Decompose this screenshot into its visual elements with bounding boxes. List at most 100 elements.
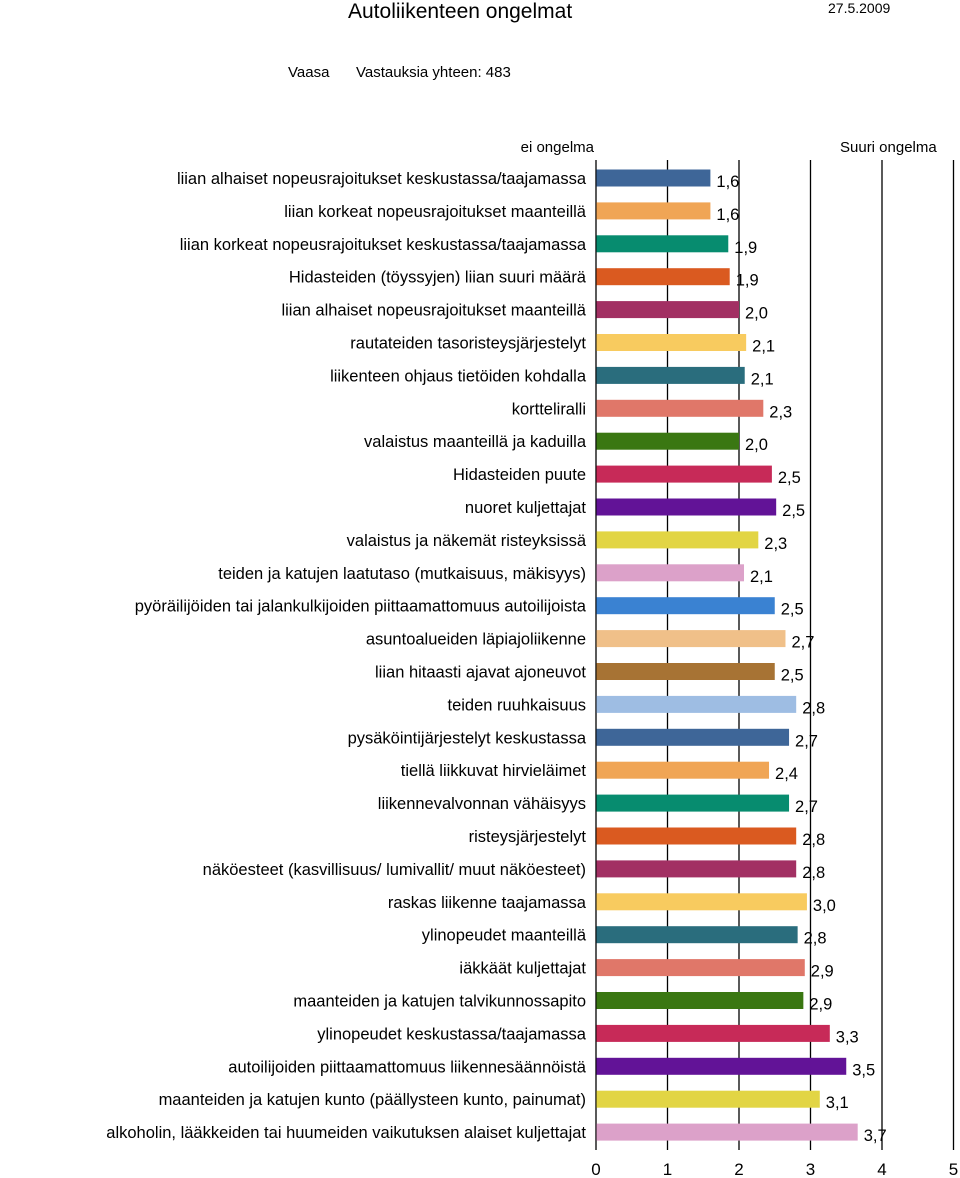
x-tick-label: 5 [949,1160,958,1178]
bar [596,630,786,648]
value-label: 2,8 [802,699,825,717]
category-label: tiellä liikkuvat hirvieläimet [401,762,587,780]
category-label: pysäköintijärjestelyt keskustassa [348,729,587,747]
category-label: liian alhaiset nopeusrajoitukset keskust… [177,170,587,188]
value-label: 2,1 [752,338,775,356]
value-label: 2,8 [802,864,825,882]
bar [596,334,747,351]
value-label: 2,4 [775,765,798,783]
value-label: 2,7 [791,634,814,652]
category-label: pyöräilijöiden tai jalankulkijoiden piit… [135,598,587,616]
bar [596,959,805,977]
bar [596,301,739,319]
category-label: ylinopeudet keskustassa/taajamassa [317,1025,587,1043]
scale-low-label: ei ongelma [520,139,594,156]
category-label: raskas liikenne taajamassa [388,894,587,912]
category-label: nuoret kuljettajat [465,499,586,517]
category-label: valaistus ja näkemät risteyksissä [347,532,587,550]
value-label: 2,5 [781,601,804,619]
value-label: 3,7 [864,1127,887,1145]
bar [596,235,729,253]
category-label: teiden ja katujen laatutaso (mutkaisuus,… [218,565,586,583]
bar [596,1057,847,1075]
category-label: liian hitaasti ajavat ajoneuvot [375,664,586,682]
category-label: liian korkeat nopeusrajoitukset keskusta… [180,236,587,254]
category-label: rautateiden tasoristeysjärjestelyt [350,335,586,353]
category-label: kortteliralli [512,400,586,418]
category-label: alkoholin, lääkkeiden tai huumeiden vaik… [106,1124,586,1142]
bar [596,1090,820,1108]
bar [596,794,790,812]
bar [596,1123,858,1141]
value-label: 2,5 [778,469,801,487]
bar [596,663,775,680]
bar [596,893,807,911]
bar [596,761,770,779]
value-label: 2,9 [811,963,834,981]
category-label: Hidasteiden puute [453,466,586,484]
x-tick-label: 4 [877,1160,886,1178]
category-label: ylinopeudet maanteillä [422,927,587,945]
value-label: 3,5 [852,1061,875,1079]
bar [596,992,804,1009]
bar [596,399,764,417]
bar [596,728,790,746]
bar [596,860,797,878]
x-tick-label: 0 [591,1160,600,1178]
value-label: 3,3 [836,1028,859,1046]
bar [596,366,745,384]
bar [596,531,759,549]
category-label: risteysjärjestelyt [469,828,587,846]
x-tick-label: 2 [734,1160,743,1178]
category-label: Hidasteiden (töyssyjen) liian suuri määr… [289,269,587,287]
scale-high-label: Suuri ongelma [840,139,937,156]
category-label: valaistus maanteillä ja kaduilla [364,433,587,451]
bar [596,498,777,516]
category-label: liikennevalvonnan vähäisyys [378,795,586,813]
category-label: maanteiden ja katujen talvikunnossapito [293,993,586,1011]
chart-title: Autoliikenteen ongelmat [348,0,573,23]
category-label: maanteiden ja katujen kunto (päällysteen… [159,1091,586,1109]
value-label: 1,6 [716,173,739,191]
bar [596,202,711,220]
category-label: asuntoalueiden läpiajoliikenne [366,631,586,649]
value-label: 2,9 [809,996,832,1014]
value-label: 3,1 [826,1094,849,1112]
category-label: autoilijoiden piittaamattomuus liikennes… [228,1058,587,1076]
value-label: 2,8 [804,930,827,948]
bar [596,827,797,845]
value-label: 2,1 [751,370,774,388]
value-label: 2,7 [795,732,818,750]
date-label: 27.5.2009 [828,0,891,16]
category-label: teiden ruuhkaisuus [447,696,586,714]
bar [596,432,739,450]
bar [596,564,745,582]
category-label: näköesteet (kasvillisuus/ lumivallit/ mu… [203,861,586,879]
bar [596,465,772,483]
value-label: 2,1 [750,568,773,586]
responses-label: Vastauksia yhteen: 483 [356,64,511,81]
value-label: 2,0 [745,436,768,454]
value-label: 2,5 [781,667,804,685]
value-label: 2,8 [802,831,825,849]
bar [596,268,730,286]
category-label: liian korkeat nopeusrajoitukset maanteil… [284,203,587,221]
value-label: 3,0 [813,897,836,915]
bar [596,926,798,944]
value-label: 1,9 [734,239,757,257]
value-label: 2,7 [795,798,818,816]
category-label: liikenteen ohjaus tietöiden kohdalla [330,367,587,385]
value-label: 1,6 [716,206,739,224]
category-label: iäkkäät kuljettajat [459,960,586,978]
category-label: liian alhaiset nopeusrajoitukset maantei… [281,302,586,320]
bar [596,169,711,187]
value-label: 2,3 [764,535,787,553]
bar [596,1024,830,1042]
value-label: 2,3 [769,403,792,421]
bar [596,597,775,615]
bar [596,695,797,713]
x-tick-label: 3 [806,1160,815,1178]
value-label: 2,0 [745,305,768,323]
x-tick-label: 1 [663,1160,672,1178]
